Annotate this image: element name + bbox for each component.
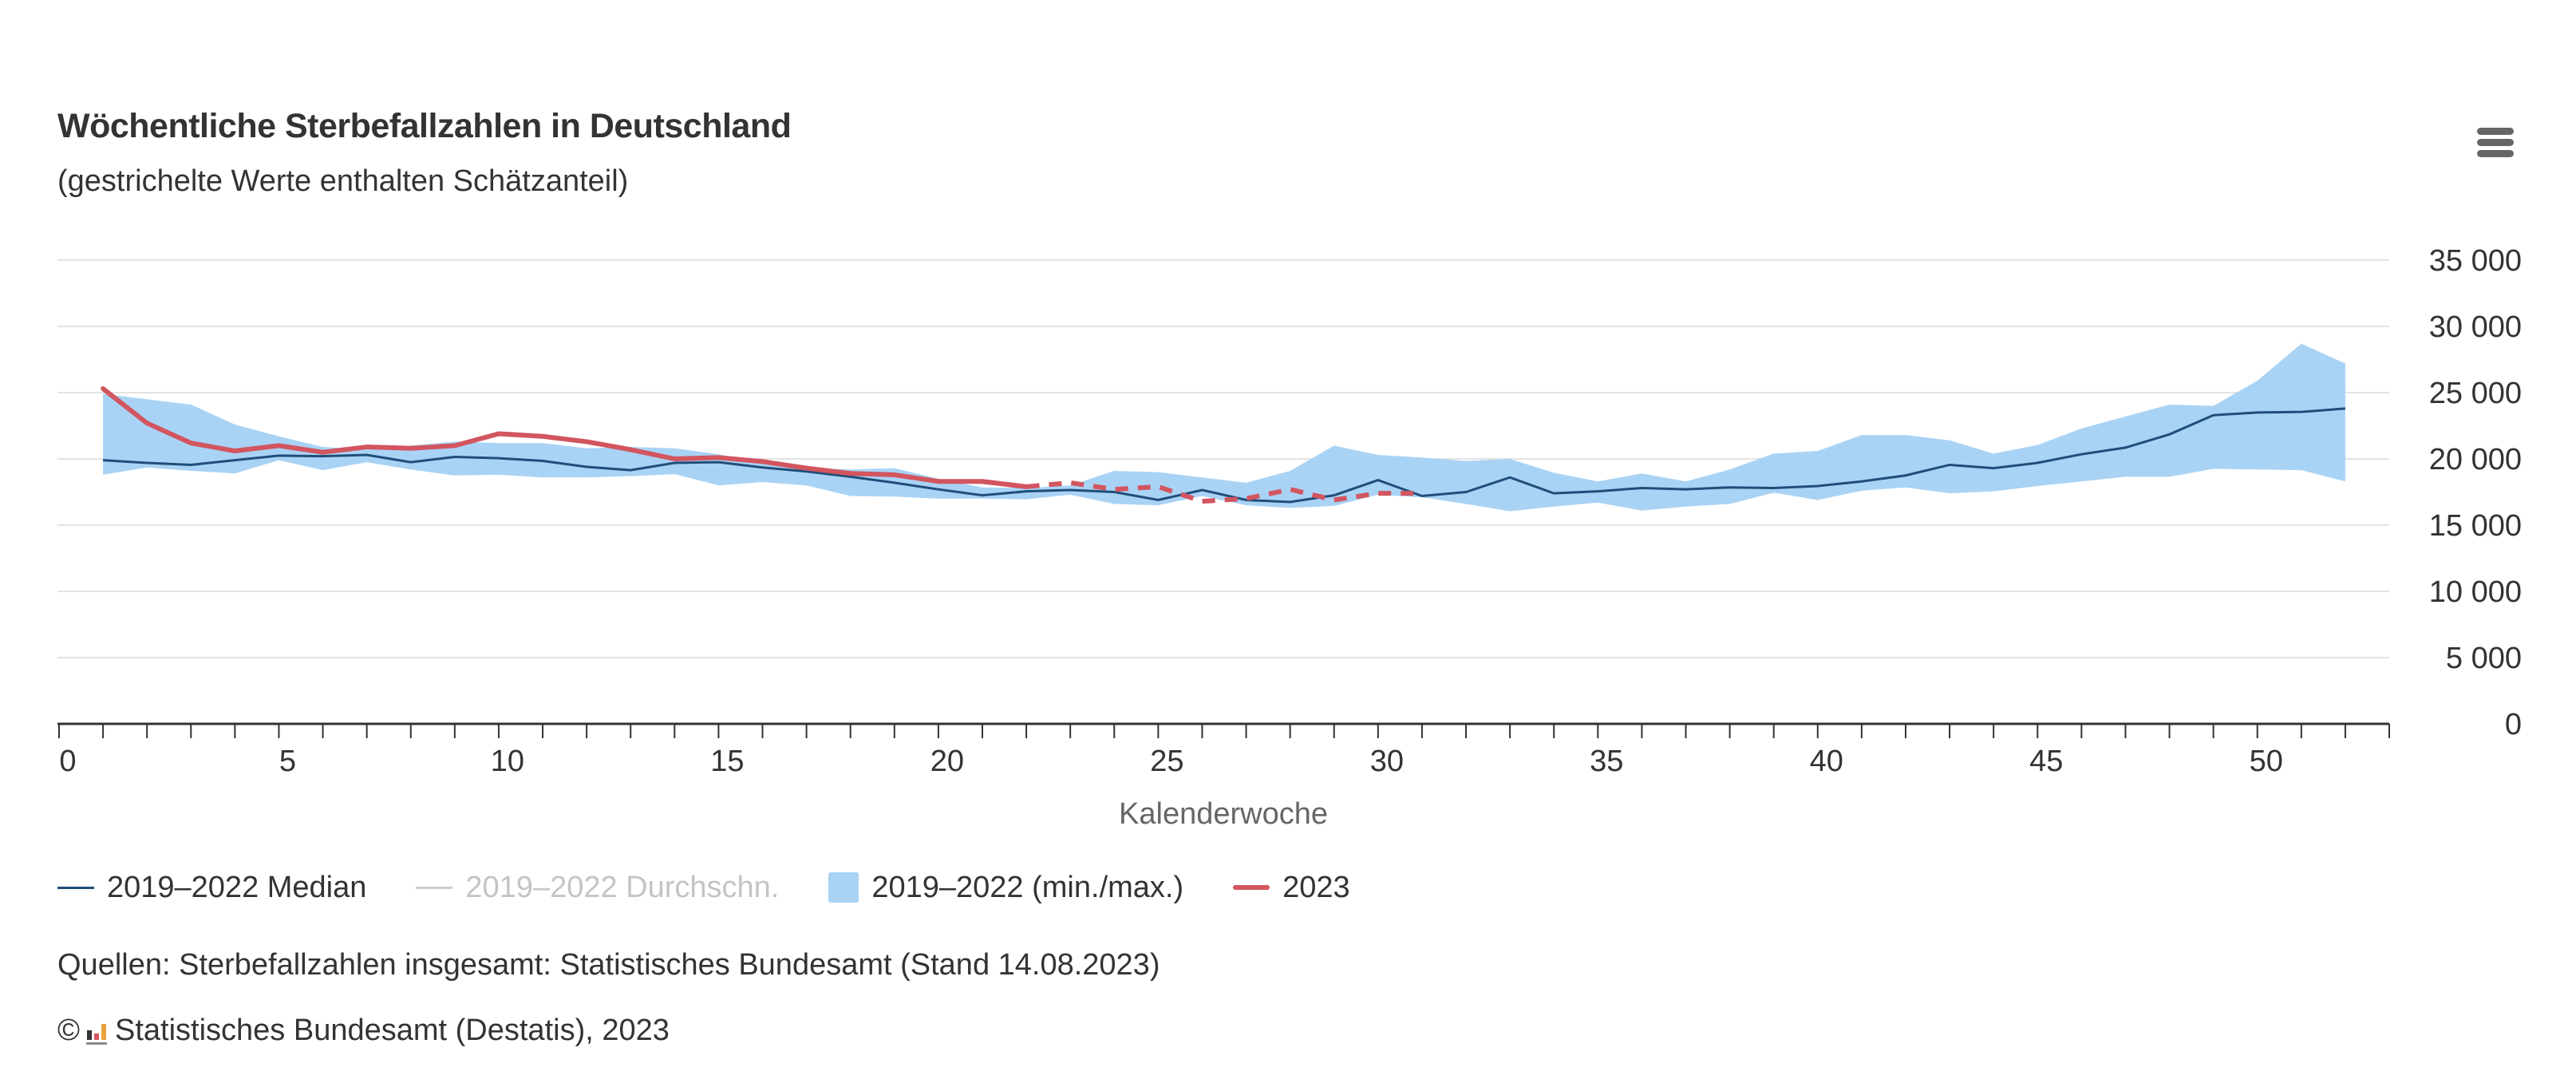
legend-item-median[interactable]: 2019–2022 Median — [57, 871, 366, 905]
x-tick-label: 30 — [1370, 745, 1404, 778]
x-tick-label: 45 — [2029, 745, 2063, 778]
copyright-symbol: © — [57, 1014, 80, 1047]
x-tick-label: 0 — [59, 745, 76, 778]
y-tick-label: 10 000 — [2429, 575, 2522, 609]
y-tick-label: 35 000 — [2429, 244, 2522, 278]
x-tick-label: 5 — [279, 745, 296, 778]
y-tick-label: 20 000 — [2429, 443, 2522, 476]
series-2023-line — [101, 386, 1029, 489]
legend-average-label: 2019–2022 Durchschn. — [465, 870, 780, 904]
x-axis-label: Kalenderwoche — [1119, 797, 1328, 831]
y-tick-label: 25 000 — [2429, 377, 2522, 410]
x-tick-label: 20 — [930, 745, 964, 778]
copyright-line: © Statistisches Bundesamt (Destatis), 20… — [57, 1014, 670, 1048]
legend-median-label: 2019–2022 Median — [107, 870, 367, 904]
y-tick-label: 0 — [2505, 708, 2522, 741]
copyright-text: Statistisches Bundesamt (Destatis), 2023 — [115, 1014, 670, 1047]
range-area — [103, 343, 2345, 512]
legend-2023-label: 2023 — [1282, 870, 1350, 904]
menu-bar — [2477, 139, 2514, 146]
destatis-logo-icon — [85, 1018, 109, 1045]
legend-range-label: 2019–2022 (min./max.) — [871, 870, 1184, 904]
x-tick-label: 50 — [2250, 745, 2283, 778]
y-tick-label: 5 000 — [2446, 642, 2522, 675]
legend-median-line-icon — [57, 886, 94, 889]
legend-2023-line-icon — [1233, 885, 1270, 890]
legend-range-area-icon — [828, 872, 859, 903]
y-tick-label: 15 000 — [2429, 509, 2522, 543]
median-line — [103, 407, 2346, 504]
chart-legend: 2019–2022 Median 2019–2022 Durchschn. 20… — [57, 864, 1400, 911]
legend-item-range[interactable]: 2019–2022 (min./max.) — [828, 871, 1183, 905]
source-note: Quellen: Sterbefallzahlen insgesamt: Sta… — [57, 948, 1160, 982]
chart-plot: 0 5 000 10 000 15 000 20 000 25 000 30 000 35 0… — [57, 244, 2522, 831]
x-tick-label: 10 — [491, 745, 524, 778]
hamburger-menu-icon[interactable] — [2472, 125, 2519, 163]
menu-bar — [2477, 128, 2514, 135]
x-tick-label: 15 — [710, 745, 744, 778]
x-tick-label: 35 — [1590, 745, 1623, 778]
legend-item-2023[interactable]: 2023 — [1233, 871, 1350, 905]
legend-item-average[interactable]: 2019–2022 Durchschn. — [416, 871, 779, 905]
y-tick-label: 30 000 — [2429, 310, 2522, 344]
x-tick-label: 25 — [1150, 745, 1183, 778]
chart-title: Wöchentliche Sterbefallzahlen in Deutsch… — [57, 107, 792, 145]
series-2023-estimated-line — [982, 479, 1422, 504]
legend-average-line-icon — [416, 886, 453, 889]
chart-subtitle: (gestrichelte Werte enthalten Schätzante… — [57, 164, 629, 198]
x-tick-label: 40 — [1810, 745, 1843, 778]
menu-bar — [2477, 150, 2514, 157]
